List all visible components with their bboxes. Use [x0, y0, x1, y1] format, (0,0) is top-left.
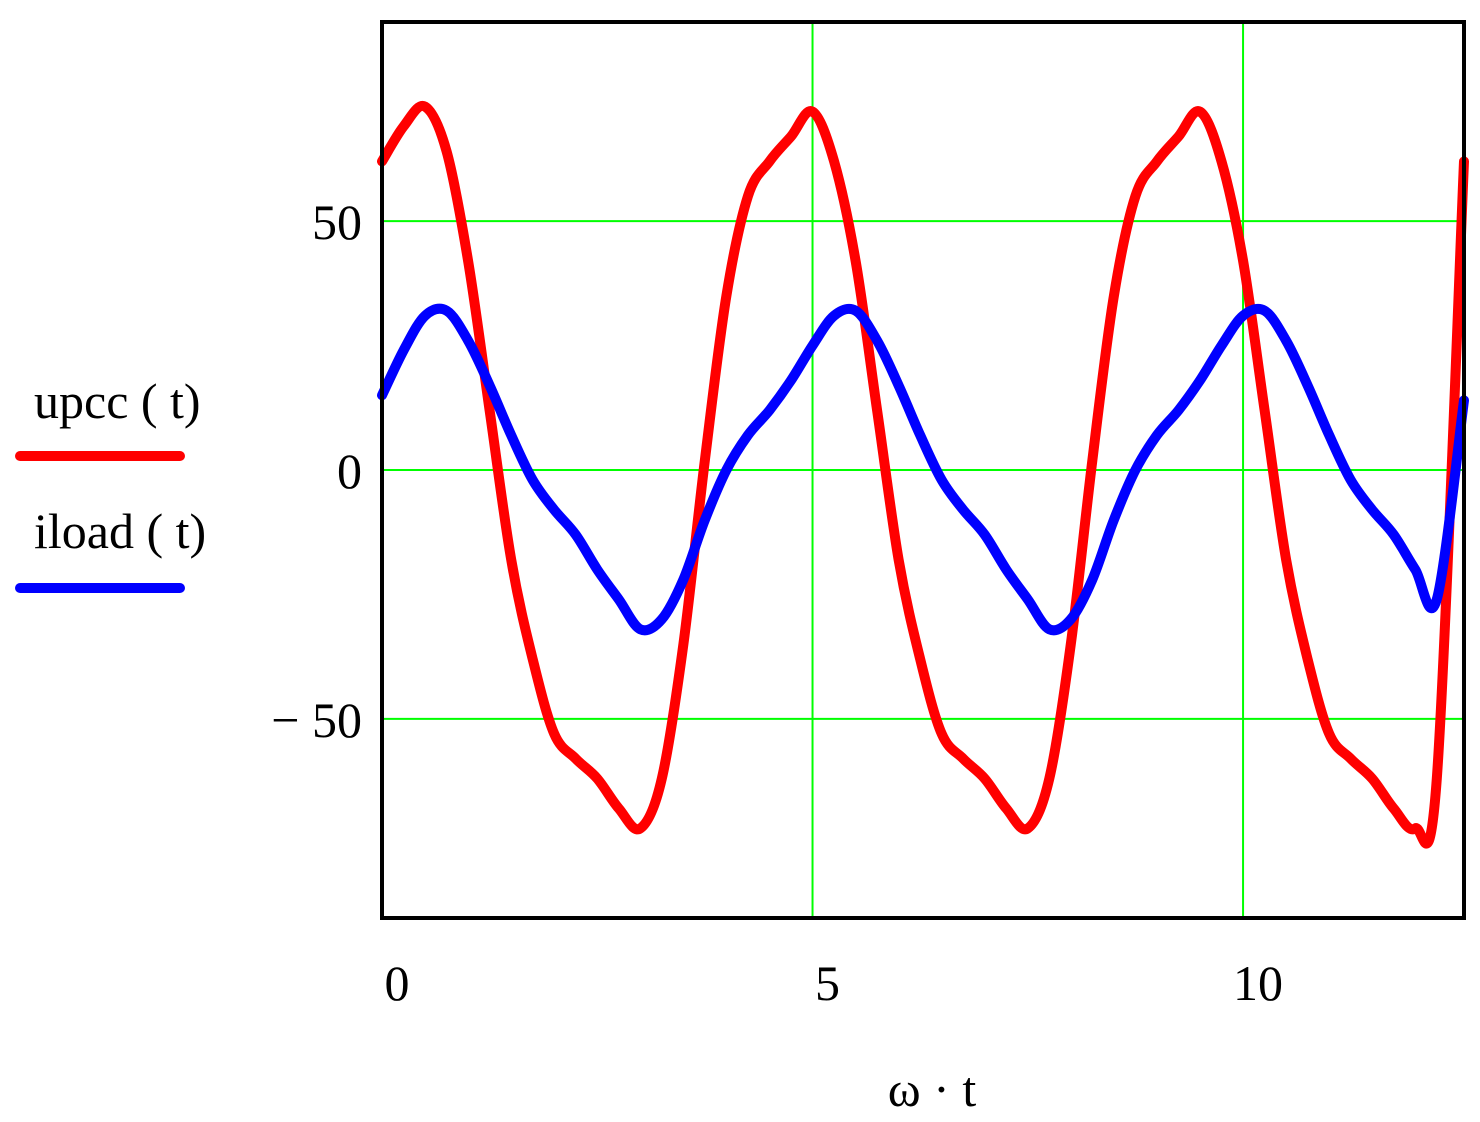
legend: upcc ( t) iload ( t) [15, 373, 206, 593]
y-tick-label: 50 [312, 194, 362, 250]
series-lines [377, 101, 1469, 849]
series-line-upcc [377, 101, 1469, 849]
plot-frame [380, 20, 1466, 920]
x-tick-label: 5 [815, 955, 840, 1011]
x-tick-label: 10 [1233, 955, 1283, 1011]
legend-label-iload: iload ( t) [34, 503, 206, 559]
series-line-iload [377, 303, 1469, 636]
y-tick-label: 0 [337, 443, 362, 499]
x-axis-label: ω · t [888, 1061, 977, 1117]
legend-label-upcc: upcc ( t) [34, 373, 201, 429]
grid-lines [382, 22, 1464, 918]
tick-labels: 0 5 10 50 0 − 50 [271, 194, 1283, 1011]
y-tick-label: − 50 [271, 692, 362, 748]
x-tick-label: 0 [385, 955, 410, 1011]
